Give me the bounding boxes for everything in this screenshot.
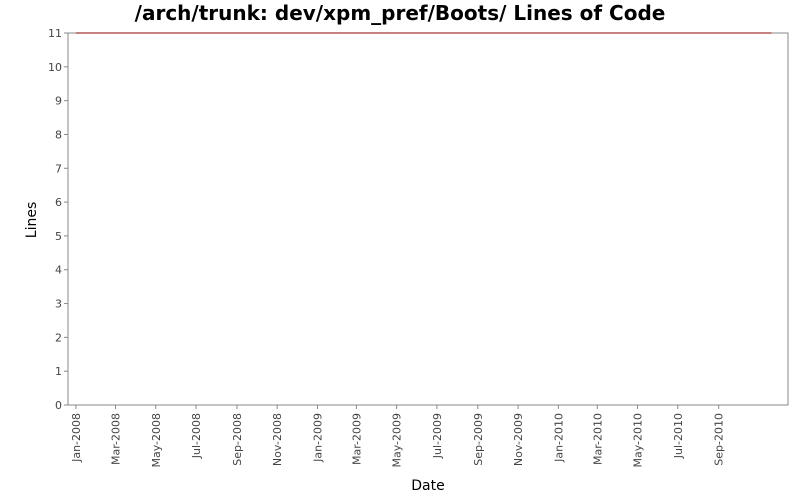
x-tick-label: May-2009 xyxy=(391,413,404,468)
x-axis-label: Date xyxy=(411,478,444,494)
x-tick-label: Jul-2010 xyxy=(672,413,685,459)
x-tick-label: Mar-2009 xyxy=(350,413,363,465)
y-tick-label: 4 xyxy=(55,264,62,277)
x-tick-label: Mar-2010 xyxy=(591,413,604,465)
y-tick-label: 10 xyxy=(48,61,62,74)
x-tick-label: Jul-2008 xyxy=(190,413,203,459)
y-tick-label: 2 xyxy=(55,331,62,344)
y-axis-label: Lines xyxy=(24,202,40,238)
y-tick-label: 6 xyxy=(55,196,62,209)
y-axis: 0 1 2 3 4 5 6 7 8 9 10 11 xyxy=(48,27,68,412)
x-tick-label: Jan-2008 xyxy=(70,413,83,463)
x-tick-label: Sep-2009 xyxy=(472,413,485,466)
plot-area xyxy=(67,32,789,406)
x-tick-label: Sep-2008 xyxy=(231,413,244,466)
x-tick-label: Sep-2010 xyxy=(713,413,726,466)
y-tick-label: 9 xyxy=(55,95,62,108)
y-tick-label: 3 xyxy=(55,298,62,311)
x-tick-label: Nov-2009 xyxy=(512,413,525,466)
x-tick-label: Jan-2009 xyxy=(311,413,324,463)
y-tick-label: 11 xyxy=(48,27,62,40)
x-tick-label: Mar-2008 xyxy=(110,413,123,465)
x-tick-label: May-2010 xyxy=(632,413,645,468)
y-tick-label: 8 xyxy=(55,128,62,141)
y-tick-label: 0 xyxy=(55,399,62,412)
x-axis: Jan-2008 Mar-2008 May-2008 Jul-2008 Sep-2008… xyxy=(70,405,726,468)
y-tick-label: 5 xyxy=(55,230,62,243)
chart-title: /arch/trunk: dev/xpm_pref/Boots/ Lines o… xyxy=(134,1,666,25)
y-tick-label: 7 xyxy=(55,162,62,175)
x-tick-label: Jan-2010 xyxy=(552,413,565,463)
y-tick-label: 1 xyxy=(55,365,62,378)
x-tick-label: May-2008 xyxy=(150,413,163,468)
x-tick-label: Jul-2009 xyxy=(431,413,444,459)
x-tick-label: Nov-2008 xyxy=(271,413,284,466)
